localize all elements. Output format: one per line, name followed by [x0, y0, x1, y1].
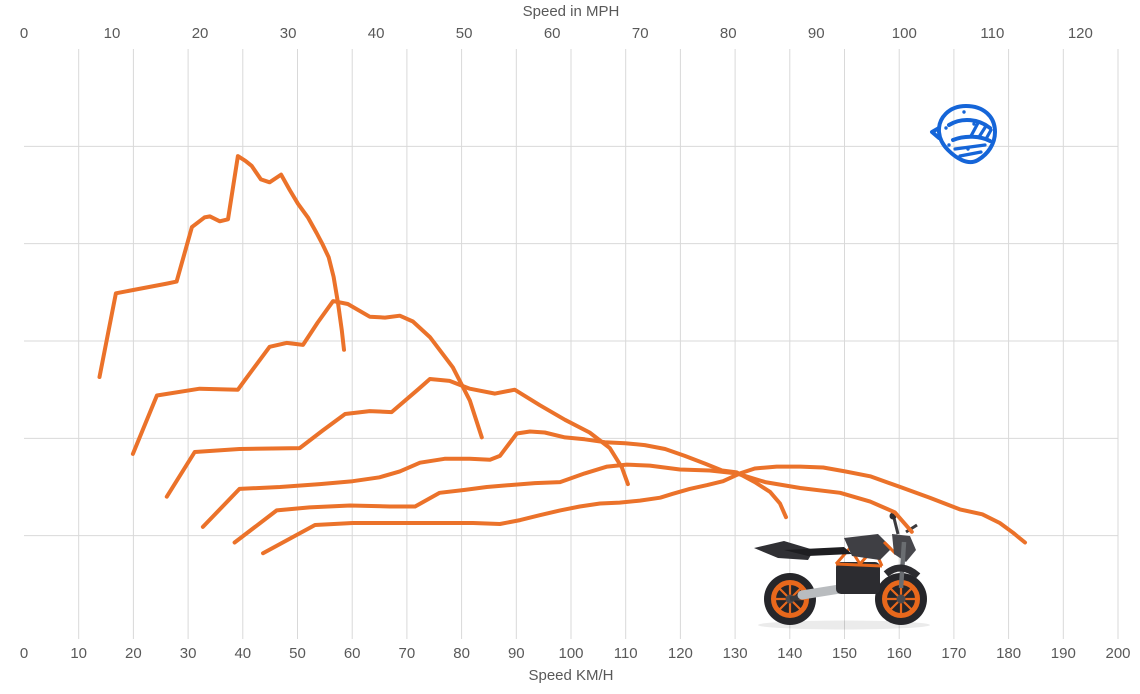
speed-curve-3: [164, 377, 630, 499]
top-axis-tick-label: 10: [104, 25, 121, 42]
bottom-axis-tick-label: 70: [399, 645, 416, 662]
bottom-axis-tick-label: 100: [558, 645, 583, 662]
top-axis-tick-label: 40: [368, 25, 385, 42]
speed-curve-1: [97, 154, 346, 379]
top-axis-tick-label: 90: [808, 25, 825, 42]
bottom-axis-tick-label: 30: [180, 645, 197, 662]
top-axis-tick-label: 110: [980, 25, 1004, 42]
bottom-axis-tick-label: 110: [614, 645, 638, 662]
bottom-axis-tick-label: 160: [887, 645, 912, 662]
bottom-axis-tick-label: 130: [723, 645, 748, 662]
top-axis-tick-label: 50: [456, 25, 473, 42]
speed-curve-4: [200, 429, 788, 529]
top-axis-title: Speed in MPH: [522, 3, 620, 20]
bottom-axis-tick-label: 150: [832, 645, 857, 662]
top-axis-tick-label: 30: [280, 25, 297, 42]
speed-curve-2: [130, 299, 484, 456]
top-axis-tick-label: 80: [720, 25, 737, 42]
bottom-axis-tick-label: 50: [289, 645, 306, 662]
bottom-axis-tick-label: 90: [508, 645, 525, 662]
bottom-axis-tick-label: 120: [668, 645, 693, 662]
top-axis-tick-label: 0: [20, 25, 28, 42]
bottom-axis-tick-label: 10: [70, 645, 87, 662]
bottom-axis-tick-label: 140: [777, 645, 802, 662]
top-axis-tick-label: 100: [892, 25, 917, 42]
top-axis-tick-label: 120: [1068, 25, 1093, 42]
bottom-axis-title: Speed KM/H: [528, 667, 614, 684]
motorcycle-image: [754, 512, 930, 630]
helmet-icon: [930, 104, 997, 165]
bottom-axis-tick-label: 20: [125, 645, 142, 662]
bottom-axis-tick-label: 180: [996, 645, 1021, 662]
bottom-axis-tick-label: 80: [453, 645, 470, 662]
top-axis-tick-label: 70: [632, 25, 649, 42]
speed-curve-5: [232, 462, 914, 545]
bottom-axis-tick-label: 190: [1051, 645, 1076, 662]
bottom-axis-tick-label: 0: [20, 645, 28, 662]
top-axis-tick-label: 20: [192, 25, 209, 42]
bottom-axis-tick-label: 60: [344, 645, 361, 662]
top-axis-tick-label: 60: [544, 25, 561, 42]
bottom-axis-tick-label: 200: [1105, 645, 1130, 662]
bottom-axis-tick-label: 170: [941, 645, 966, 662]
bottom-axis-tick-label: 40: [234, 645, 251, 662]
speed-curve-6: [261, 464, 1027, 556]
